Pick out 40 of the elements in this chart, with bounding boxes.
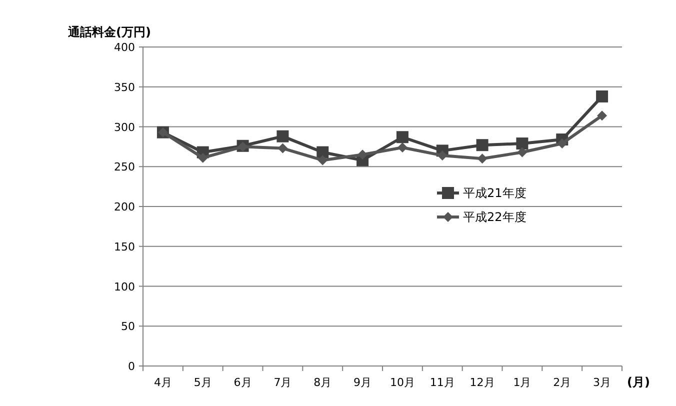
legend-label: 平成21年度 [463,186,526,200]
y-tick-label: 100 [114,280,135,294]
x-tick-label: 11月 [430,376,455,389]
point [437,150,448,160]
x-tick-label: 7月 [274,376,292,389]
point [597,110,608,121]
point [557,138,568,148]
point [397,142,408,152]
x-axis-title: (月) [627,375,650,389]
x-tick-label: 2月 [553,376,572,389]
y-tick-label: 350 [114,80,135,94]
x-tick-label: 5月 [194,376,212,389]
point [517,147,528,158]
x-tick-label: 3月 [593,376,612,389]
point [476,139,488,152]
point [477,154,488,164]
y-tick-label: 150 [114,240,135,254]
legend-label: 平成22年度 [463,210,526,224]
point [516,137,528,150]
point [318,155,328,166]
y-tick-label: 50 [121,320,135,334]
y-tick-label: 400 [114,41,135,54]
point [596,90,608,102]
x-tick-label: 10月 [390,376,415,389]
y-tick-label: 200 [114,200,135,214]
point [198,152,208,163]
point [396,131,408,144]
y-tick-label: 300 [114,120,135,134]
x-tick-label: 9月 [354,376,372,389]
x-tick-label: 12月 [470,376,495,389]
y-tick-label: 250 [114,160,135,174]
y-axis-title: 通話料金(万円) [67,25,151,39]
x-tick-label: 8月 [314,376,332,389]
point [358,150,368,160]
x-tick-label: 4月 [154,376,172,389]
x-tick-label: 6月 [234,376,252,389]
point [278,143,288,154]
point [276,130,289,142]
y-tick-label: 0 [128,360,135,373]
x-tick-label: 1月 [513,376,532,389]
